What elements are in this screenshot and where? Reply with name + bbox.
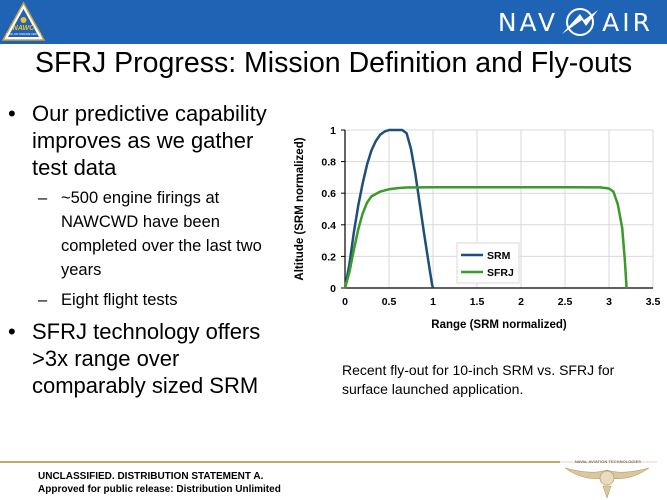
sub-bullet-engine-firings: – ~500 engine firings at NAWCWD have been… — [38, 189, 262, 279]
distribution-statement: UNCLASSIFIED. DISTRIBUTION STATEMENT A. … — [38, 470, 281, 496]
y-tick-label: 0.2 — [321, 251, 336, 263]
x-tick-label: 2 — [518, 296, 524, 308]
series-line-sfrj — [343, 185, 628, 289]
header-bar — [0, 0, 667, 44]
footer-divider — [0, 461, 560, 463]
sub-bullet-flight-tests: – Eight flight tests — [38, 291, 178, 309]
x-tick-label: 3.5 — [646, 296, 661, 308]
chart-series — [343, 128, 628, 289]
y-tick-label: 0.6 — [321, 188, 336, 200]
chart-axes: 0 0.5 1 1.5 2 2.5 3 3.5 0 0.2 0.4 0.6 0.8 1 — [321, 125, 660, 308]
emblem-text: NAVAL AVIATION TECHNOLOGIES — [574, 460, 642, 464]
series-line-srm — [343, 128, 435, 289]
flyout-chart: 0 0.5 1 1.5 2 2.5 3 3.5 0 0.2 0.4 0.6 0.8 1 SRM SFRJ R… — [294, 125, 660, 331]
distribution-line-1: UNCLASSIFIED. DISTRIBUTION STATEMENT A. — [38, 471, 264, 482]
logo-subtext: NAVAL AIR WARFARE CENTER — [6, 33, 41, 36]
y-tick-label: 0.8 — [321, 157, 336, 169]
x-tick-label: 1 — [430, 296, 436, 308]
naval-aviation-wings-emblem — [557, 461, 657, 499]
x-tick-label: 1.5 — [470, 296, 485, 308]
chart-grid — [344, 129, 654, 289]
brand-left: NAV — [497, 7, 559, 37]
y-axis-label: Altitude (SRM normalized) — [294, 137, 306, 280]
chart-caption: Recent fly-out for 10-inch SRM vs. SFRJ … — [342, 362, 615, 397]
chart-legend: SRM SFRJ — [456, 242, 520, 284]
logo-text: NAWC — [13, 25, 35, 32]
sub-bullet-text: Eight flight tests — [61, 291, 178, 309]
x-axis-label: Range (SRM normalized) — [431, 319, 567, 331]
navair-swoosh-icon — [562, 8, 599, 36]
x-tick-label: 0.5 — [382, 296, 397, 308]
x-tick-label: 2.5 — [558, 296, 573, 308]
x-tick-label: 0 — [342, 296, 348, 308]
legend-label: SRM — [487, 250, 511, 262]
y-tick-label: 0 — [330, 283, 336, 295]
x-tick-label: 3 — [606, 296, 612, 308]
bullet-predictive: Our predictive capability improves as we… — [8, 100, 288, 181]
slide-title: SFRJ Progress: Mission Definition and Fl… — [35, 47, 633, 79]
bullet-range: SFRJ technology offers >3x range over co… — [8, 318, 288, 399]
navair-brand: NAV AIR — [498, 6, 653, 38]
sub-bullet-text: ~500 engine firings at NAWCWD have been … — [61, 189, 262, 279]
distribution-line-2: Approved for public release: Distributio… — [38, 484, 281, 495]
y-tick-label: 1 — [330, 125, 336, 137]
y-tick-label: 0.4 — [321, 220, 336, 232]
legend-label: SFRJ — [487, 267, 514, 279]
nawc-logo: NAWC NAVAL AIR WARFARE CENTER — [1, 1, 46, 41]
legend-box — [456, 242, 520, 284]
brand-right: AIR — [602, 7, 653, 37]
bullet-list: Our predictive capability improves as we… — [8, 100, 288, 399]
